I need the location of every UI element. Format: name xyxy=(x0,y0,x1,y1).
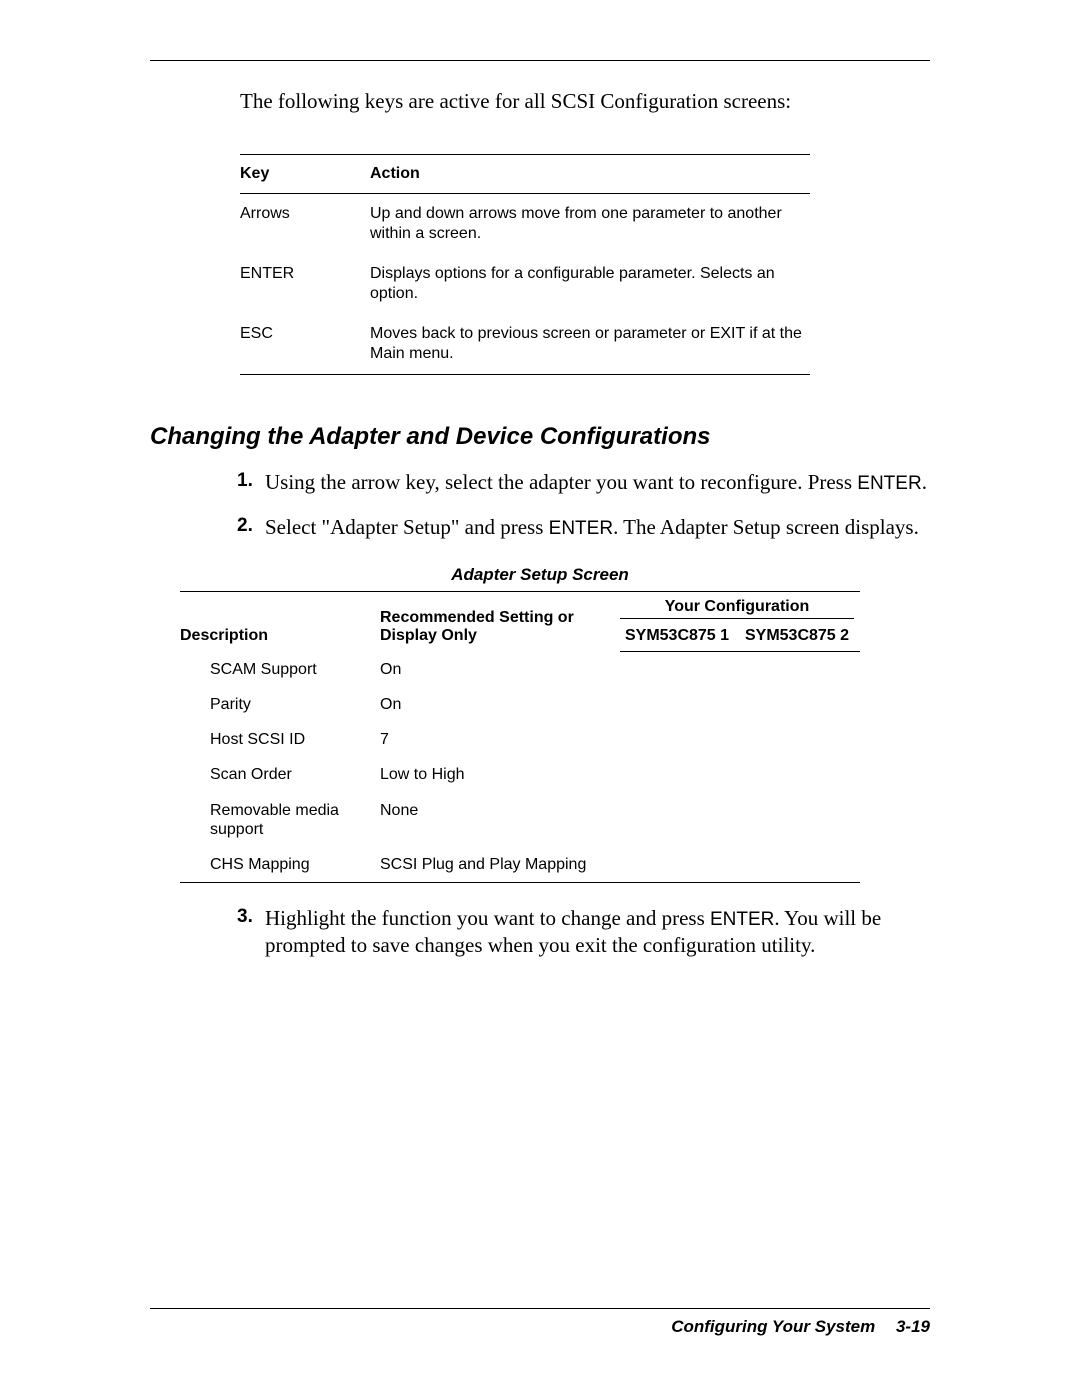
footer-page-number: 3-19 xyxy=(896,1317,930,1336)
setup-cell: Scan Order xyxy=(180,757,380,792)
table-row: ESC Moves back to previous screen or par… xyxy=(240,314,810,375)
keys-cell: Arrows xyxy=(240,194,370,255)
setup-header-yourconfig: Your Configuration xyxy=(620,591,860,625)
table-row: Removable media support None xyxy=(180,793,860,847)
keys-cell: ENTER xyxy=(240,254,370,314)
setup-cell xyxy=(620,652,740,687)
step-text: Select "Adapter Setup" and press xyxy=(265,515,549,539)
setup-cell xyxy=(740,687,860,722)
setup-table-caption: Adapter Setup Screen xyxy=(150,565,930,585)
step-text: Highlight the function you want to chang… xyxy=(265,906,710,930)
keys-cell: Up and down arrows move from one paramet… xyxy=(370,194,810,255)
intro-text: The following keys are active for all SC… xyxy=(240,89,930,114)
table-row: ENTER Displays options for a configurabl… xyxy=(240,254,810,314)
setup-table-wrap: Description Recommended Setting or Displ… xyxy=(180,591,860,884)
table-row: Scan Order Low to High xyxy=(180,757,860,792)
setup-cell: CHS Mapping xyxy=(180,847,380,883)
top-rule xyxy=(150,60,930,61)
table-row: Arrows Up and down arrows move from one … xyxy=(240,194,810,255)
footer-title: Configuring Your System xyxy=(671,1317,875,1336)
keys-header-action: Action xyxy=(370,155,810,194)
setup-cell xyxy=(740,793,860,847)
setup-header-col2: SYM53C875 2 xyxy=(740,625,860,652)
setup-cell: None xyxy=(380,793,620,847)
setup-cell: Removable media support xyxy=(180,793,380,847)
setup-cell: 7 xyxy=(380,722,620,757)
step-text: Using the arrow key, select the adapter … xyxy=(265,470,857,494)
keycap-enter: ENTER xyxy=(549,518,613,539)
table-row: Parity On xyxy=(180,687,860,722)
step-3: 3. Highlight the function you want to ch… xyxy=(265,905,930,958)
setup-header-yourconfig-label: Your Configuration xyxy=(620,598,854,619)
step-2: 2. Select "Adapter Setup" and press ENTE… xyxy=(265,514,930,541)
setup-cell xyxy=(620,687,740,722)
setup-cell: SCSI Plug and Play Mapping xyxy=(380,847,620,883)
step-1: 1. Using the arrow key, select the adapt… xyxy=(265,469,930,496)
keys-cell: ESC xyxy=(240,314,370,375)
keys-cell: Moves back to previous screen or paramet… xyxy=(370,314,810,375)
setup-cell: SCAM Support xyxy=(180,652,380,687)
keycap-enter: ENTER xyxy=(857,473,921,494)
setup-cell: On xyxy=(380,652,620,687)
page-footer: Configuring Your System 3-19 xyxy=(150,1308,930,1337)
setup-cell xyxy=(740,847,860,883)
setup-cell xyxy=(620,847,740,883)
setup-table: Description Recommended Setting or Displ… xyxy=(180,591,860,884)
setup-cell xyxy=(620,757,740,792)
table-row: CHS Mapping SCSI Plug and Play Mapping xyxy=(180,847,860,883)
page: The following keys are active for all SC… xyxy=(0,0,1080,1397)
setup-cell xyxy=(620,793,740,847)
step-number: 3. xyxy=(237,905,253,929)
setup-header-col1: SYM53C875 1 xyxy=(620,625,740,652)
steps-list: 1. Using the arrow key, select the adapt… xyxy=(265,469,930,541)
step-text: . xyxy=(922,470,927,494)
setup-cell: Low to High xyxy=(380,757,620,792)
setup-header-recommended: Recommended Setting or Display Only xyxy=(380,591,620,652)
setup-cell: On xyxy=(380,687,620,722)
keycap-enter: ENTER xyxy=(710,909,774,930)
keys-table: Key Action Arrows Up and down arrows mov… xyxy=(240,154,810,375)
steps-list-cont: 3. Highlight the function you want to ch… xyxy=(265,905,930,958)
setup-cell xyxy=(620,722,740,757)
table-row: Host SCSI ID 7 xyxy=(180,722,860,757)
setup-cell xyxy=(740,652,860,687)
keys-header-key: Key xyxy=(240,155,370,194)
keys-cell: Displays options for a configurable para… xyxy=(370,254,810,314)
step-number: 1. xyxy=(237,469,253,493)
setup-header-description: Description xyxy=(180,591,380,652)
setup-cell xyxy=(740,757,860,792)
setup-cell: Parity xyxy=(180,687,380,722)
setup-cell xyxy=(740,722,860,757)
section-heading: Changing the Adapter and Device Configur… xyxy=(150,423,930,451)
table-row: SCAM Support On xyxy=(180,652,860,687)
setup-cell: Host SCSI ID xyxy=(180,722,380,757)
step-text: . The Adapter Setup screen displays. xyxy=(613,515,919,539)
step-number: 2. xyxy=(237,514,253,538)
